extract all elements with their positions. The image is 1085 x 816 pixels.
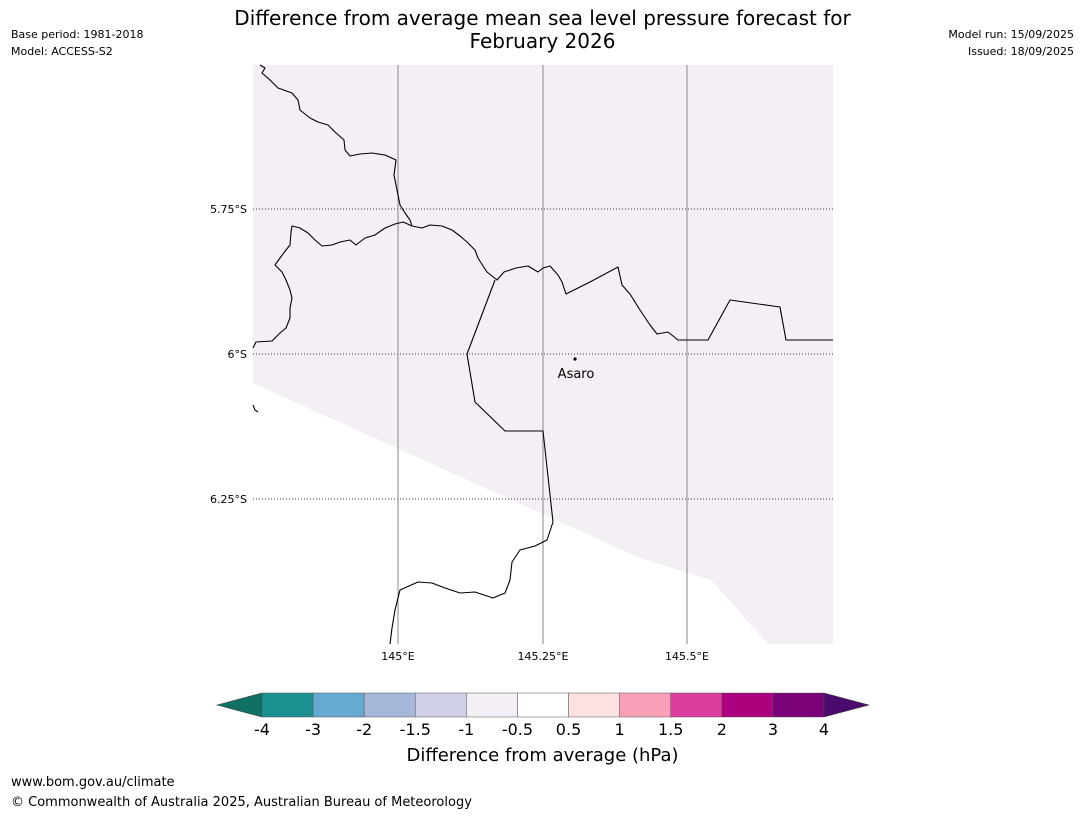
lon-label-145-25e: 145.25°E [518,650,569,663]
colorbar-tick-label: 4 [818,720,830,739]
lat-label-6s: 6°S [228,348,247,361]
colorbar-tick-label: 1.5 [657,720,684,739]
asaro-marker [573,357,577,361]
colorbar-segment [415,692,467,718]
colorbar-tick-label: -4 [254,720,270,739]
colorbar-segment [670,692,723,718]
lon-label-145-5e: 145.5°E [665,650,709,663]
boundary-north [259,64,413,227]
footer-url[interactable]: www.bom.gov.au/climate [11,775,175,790]
colorbar-tick-label: -1.5 [399,720,431,739]
colorbar-segment [619,692,671,718]
lat-label-5-75s: 5.75°S [210,203,247,216]
model-text: Model: ACCESS-S2 [11,45,113,58]
meta-left: Base period: 1981-2018 Model: ACCESS-S2 [11,26,143,60]
colorbar-tick-label: -1 [458,720,475,739]
asaro-label: Asaro [558,367,595,382]
colorbar-segment [517,692,569,718]
colorbar-low-extend [215,692,263,718]
colorbar-segment [363,692,416,718]
colorbar-tick-label: -3 [305,720,322,739]
meta-right: Model run: 15/09/2025 Issued: 18/09/2025 [948,26,1074,60]
colorbar-segment [568,692,620,718]
colorbar-tick-label: 0.5 [555,720,582,739]
lon-label-145e: 145°E [381,650,414,663]
lat-label-6-25s: 6.25°S [210,493,247,506]
colorbar-tick-label: -0.5 [501,720,534,739]
model-run-text: Model run: 15/09/2025 [948,28,1074,41]
title-line-1: Difference from average mean sea level p… [234,6,851,30]
boundary-fragment [252,404,259,413]
colorbar [215,692,871,718]
colorbar-tick-label: 2 [716,720,727,739]
colorbar-segment [261,692,314,718]
colorbar-high-extend [823,692,871,718]
base-period-text: Base period: 1981-2018 [11,28,144,41]
chart-title: Difference from average mean sea level p… [0,7,1085,53]
colorbar-label: Difference from average (hPa) [406,745,679,766]
boundary-south [389,279,554,645]
footer-copyright: © Commonwealth of Australia 2025, Austra… [11,795,472,810]
colorbar-segment [772,692,825,718]
colorbar-tick-label: -2 [356,720,373,739]
title-line-2: February 2026 [469,29,616,53]
colorbar-segment [466,692,518,718]
boundary-central [252,221,833,349]
colorbar-segment [312,692,365,718]
issued-text: Issued: 18/09/2025 [967,45,1074,58]
colorbar-segment [721,692,774,718]
colorbar-tick-label: 3 [767,720,778,739]
colorbar-tick-label: 1 [614,720,625,739]
